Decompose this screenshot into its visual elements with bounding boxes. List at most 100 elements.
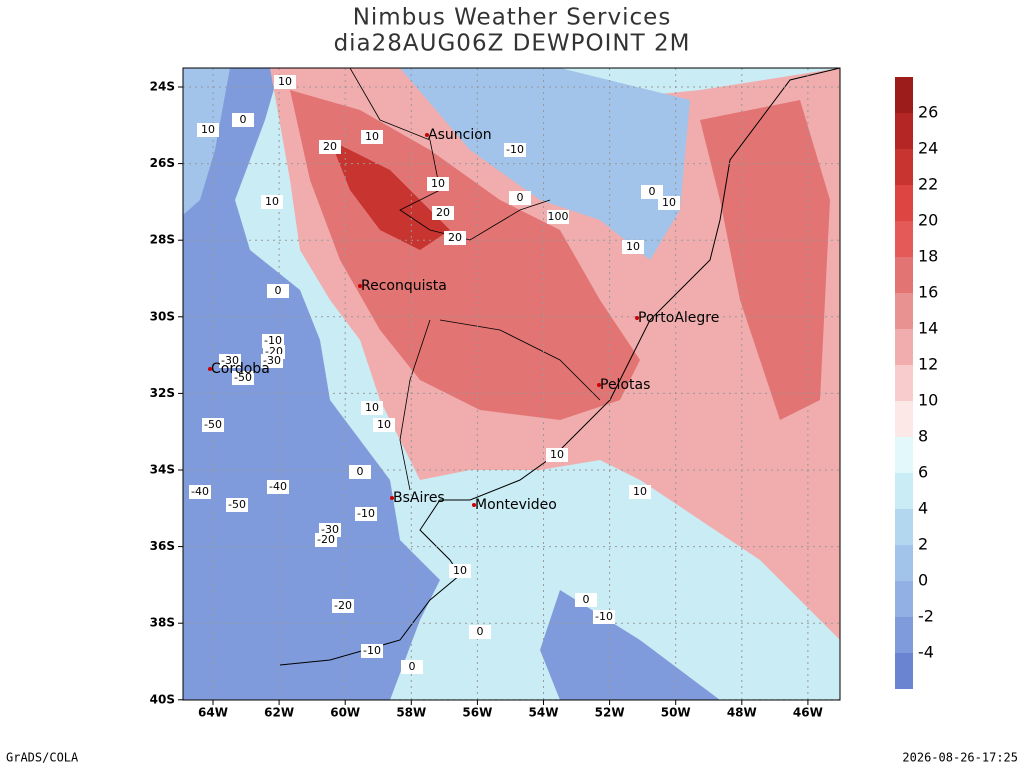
contour-label: 10 (626, 240, 640, 253)
contour-label-bg (469, 625, 491, 639)
colorbar-band (895, 185, 913, 221)
contour-label-bg (261, 354, 283, 368)
colorbar-label: 24 (918, 139, 938, 158)
colorbar-label: 6 (918, 463, 928, 482)
contour-label-bg (593, 610, 615, 624)
colorbar-label: 14 (918, 319, 938, 338)
lat-label: 32S (150, 386, 175, 400)
city-label: Cordoba (211, 361, 270, 377)
contour-label: -10 (506, 143, 524, 156)
contour-label-bg (427, 177, 449, 191)
colorbar-label: 8 (918, 427, 928, 446)
lat-label: 28S (150, 233, 175, 247)
contour-label: 0 (517, 191, 524, 204)
city-dot (425, 133, 429, 137)
colorbar-label: -4 (918, 643, 934, 662)
cold-region (183, 68, 440, 700)
city-dot (597, 383, 601, 387)
contour-label-bg (401, 660, 423, 674)
colorbar-band (895, 365, 913, 401)
lon-label: 50W (661, 706, 691, 720)
contour-label-bg (219, 354, 241, 368)
contour-label: -30 (221, 354, 239, 367)
contour-label-bg (232, 371, 254, 385)
lon-label: 62W (264, 706, 294, 720)
colorbar-band (895, 329, 913, 365)
city-label: Montevideo (475, 497, 557, 513)
contour-label-bg (361, 401, 383, 415)
contour-label: 20 (323, 140, 337, 153)
lat-label: 34S (150, 463, 175, 477)
colorbar-label: 20 (918, 211, 938, 230)
colorbar-label: 22 (918, 175, 938, 194)
lon-label: 48W (727, 706, 757, 720)
contour-label-bg (267, 480, 289, 494)
contour-label-bg (658, 196, 680, 210)
lat-label: 30S (150, 309, 175, 323)
contour-label: -10 (363, 644, 381, 657)
colorbar-label: 18 (918, 247, 938, 266)
contour-label-bg (232, 113, 254, 127)
footer-left: GrADS/COLA (6, 751, 79, 765)
contour-label: -10 (595, 610, 613, 623)
contour-label-bg (641, 185, 663, 199)
title: Nimbus Weather Services (353, 5, 672, 31)
contour-label: 10 (365, 130, 379, 143)
city-label: Pelotas (600, 377, 650, 393)
hottest-region (330, 140, 450, 250)
city-dot (358, 284, 362, 288)
city-dot (208, 367, 212, 371)
contour-label-bg (547, 210, 569, 224)
city-dot (635, 316, 639, 320)
field (183, 68, 840, 700)
borders (349, 68, 601, 491)
contour-label: 20 (436, 206, 450, 219)
lat-label: 38S (150, 616, 175, 630)
colorbar-band (895, 401, 913, 437)
contour-label: 0 (477, 625, 484, 638)
colorbar-band (895, 581, 913, 617)
city-label: PortoAlegre (638, 310, 719, 326)
contour-label: -20 (334, 599, 352, 612)
contour-label: 10 (365, 401, 379, 414)
colorbar-label: 12 (918, 355, 938, 374)
colorbar-band (895, 473, 913, 509)
lon-label: 52W (595, 706, 625, 720)
colorbar-label: 16 (918, 283, 938, 302)
lon-label: 56W (462, 706, 492, 720)
city-label: BsAires (393, 490, 445, 506)
contour-label: 0 (583, 593, 590, 606)
colorbar-band (895, 221, 913, 257)
colorbar-band (895, 545, 913, 581)
lat-label: 24S (150, 80, 175, 94)
contour-label-bg (261, 195, 283, 209)
contour-label: 0 (649, 185, 656, 198)
contour-label-bg (449, 564, 471, 578)
contour-label: -50 (234, 371, 252, 384)
colorbar-band (895, 653, 913, 689)
lat-label: 40S (150, 692, 175, 706)
city-label: Reconquista (361, 278, 447, 294)
grid (178, 68, 840, 705)
contour-label-bg (361, 130, 383, 144)
colorbar-label: 0 (918, 571, 928, 590)
coastline (279, 68, 840, 666)
contour-label: 10 (265, 195, 279, 208)
contour-label-bg (546, 448, 568, 462)
colorbar-band (895, 149, 913, 185)
contour-label-bg (504, 143, 526, 157)
contour-label: 0 (357, 465, 364, 478)
contour-label: 0 (409, 660, 416, 673)
contour-label: 10 (377, 418, 391, 431)
lat-label: 36S (150, 539, 175, 553)
mild-region (440, 470, 840, 700)
contour-label: 10 (278, 75, 292, 88)
colorbar-band (895, 113, 913, 149)
contour-label-bg (629, 485, 651, 499)
subtitle: dia28AUG06Z DEWPOINT 2M (334, 31, 691, 57)
contour-label-bg (622, 240, 644, 254)
lon-label: 46W (793, 706, 823, 720)
